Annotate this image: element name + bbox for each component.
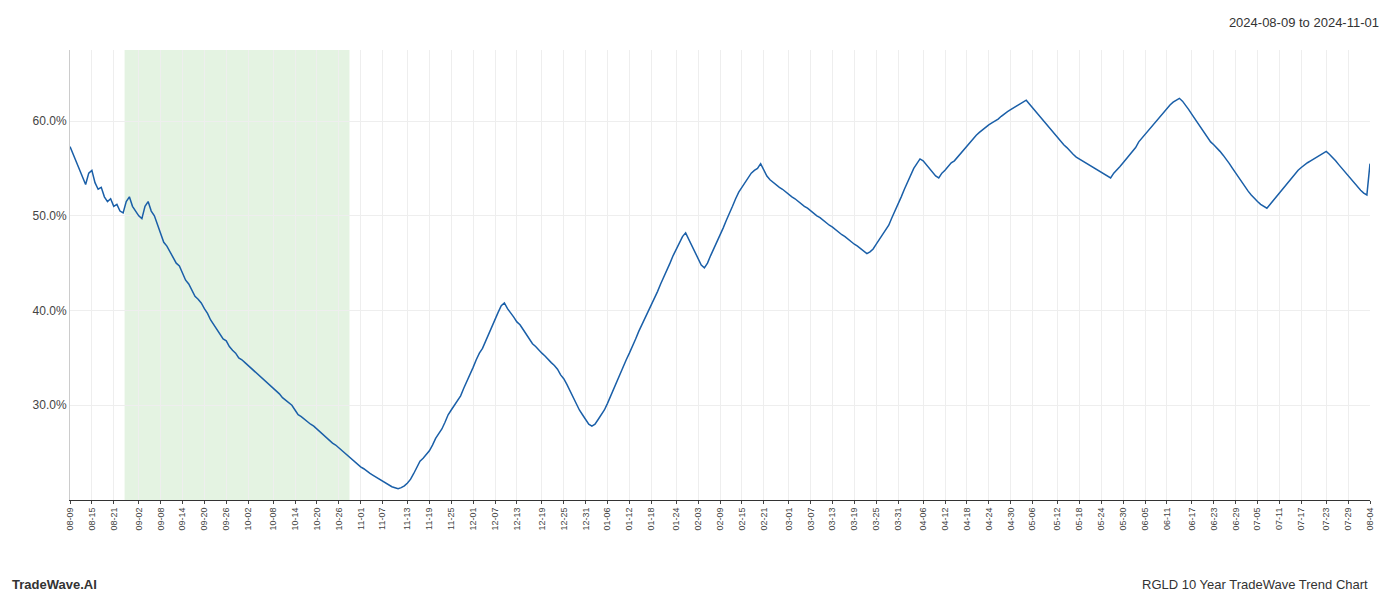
svg-text:06-17: 06-17 (1187, 508, 1197, 531)
svg-text:2024-08-09 to 2024-11-01: 2024-08-09 to 2024-11-01 (1229, 15, 1379, 30)
svg-text:09-02: 09-02 (134, 508, 144, 531)
svg-text:10-26: 10-26 (334, 508, 344, 531)
svg-text:03-07: 03-07 (806, 508, 816, 531)
svg-text:30.0%: 30.0% (33, 398, 67, 412)
svg-text:50.0%: 50.0% (33, 209, 67, 223)
svg-text:40.0%: 40.0% (33, 304, 67, 318)
svg-text:07-05: 07-05 (1252, 508, 1262, 531)
svg-text:10-02: 10-02 (243, 508, 253, 531)
svg-text:01-06: 01-06 (602, 508, 612, 531)
svg-text:01-24: 01-24 (671, 508, 681, 531)
svg-text:12-31: 12-31 (581, 508, 591, 531)
svg-text:05-24: 05-24 (1096, 508, 1106, 531)
svg-text:02-03: 02-03 (693, 508, 703, 531)
svg-text:60.0%: 60.0% (33, 114, 67, 128)
svg-text:01-12: 01-12 (624, 508, 634, 531)
svg-text:01-18: 01-18 (646, 508, 656, 531)
svg-text:07-11: 07-11 (1274, 508, 1284, 530)
svg-text:03-13: 03-13 (827, 508, 837, 531)
svg-text:04-06: 04-06 (918, 508, 928, 531)
svg-text:06-05: 06-05 (1140, 508, 1150, 531)
svg-text:03-01: 03-01 (784, 508, 794, 531)
svg-text:07-29: 07-29 (1343, 508, 1353, 531)
svg-text:09-08: 09-08 (156, 508, 166, 531)
svg-text:08-04: 08-04 (1365, 508, 1375, 531)
svg-text:12-19: 12-19 (537, 508, 547, 531)
svg-text:02-21: 02-21 (759, 508, 769, 531)
svg-text:08-21: 08-21 (109, 508, 119, 531)
svg-text:12-25: 12-25 (559, 508, 569, 531)
svg-text:11-13: 11-13 (402, 508, 412, 530)
svg-text:11-01: 11-01 (356, 508, 366, 530)
svg-text:03-19: 03-19 (849, 508, 859, 531)
svg-text:05-30: 05-30 (1118, 508, 1128, 531)
svg-text:10-20: 10-20 (312, 508, 322, 531)
svg-text:08-15: 08-15 (87, 508, 97, 531)
svg-text:04-12: 04-12 (940, 508, 950, 531)
svg-text:11-07: 11-07 (377, 508, 387, 530)
svg-text:04-18: 04-18 (962, 508, 972, 531)
svg-text:07-17: 07-17 (1296, 508, 1306, 531)
svg-text:08-09: 08-09 (65, 508, 75, 531)
svg-text:RGLD 10 Year TradeWave Trend C: RGLD 10 Year TradeWave Trend Chart (1142, 577, 1368, 592)
svg-text:05-18: 05-18 (1074, 508, 1084, 531)
svg-text:03-25: 03-25 (871, 508, 881, 531)
svg-text:10-08: 10-08 (268, 508, 278, 531)
svg-text:12-07: 12-07 (490, 508, 500, 531)
svg-text:02-09: 02-09 (715, 508, 725, 531)
svg-text:12-01: 12-01 (468, 508, 478, 531)
svg-text:09-14: 09-14 (177, 508, 187, 531)
svg-text:12-13: 12-13 (512, 508, 522, 531)
svg-text:02-15: 02-15 (737, 508, 747, 531)
svg-text:11-25: 11-25 (446, 508, 456, 530)
svg-text:09-26: 09-26 (221, 508, 231, 531)
svg-text:06-23: 06-23 (1209, 508, 1219, 531)
svg-text:05-12: 05-12 (1052, 508, 1062, 531)
svg-text:07-23: 07-23 (1321, 508, 1331, 531)
svg-text:09-20: 09-20 (199, 508, 209, 531)
svg-text:11-19: 11-19 (424, 508, 434, 530)
svg-text:05-06: 05-06 (1027, 508, 1037, 531)
svg-text:06-11: 06-11 (1162, 508, 1172, 530)
svg-text:04-30: 04-30 (1006, 508, 1016, 531)
svg-text:04-24: 04-24 (984, 508, 994, 531)
svg-text:06-29: 06-29 (1231, 508, 1241, 531)
svg-text:03-31: 03-31 (893, 508, 903, 531)
svg-text:10-14: 10-14 (290, 508, 300, 531)
svg-text:TradeWave.AI: TradeWave.AI (12, 577, 97, 592)
